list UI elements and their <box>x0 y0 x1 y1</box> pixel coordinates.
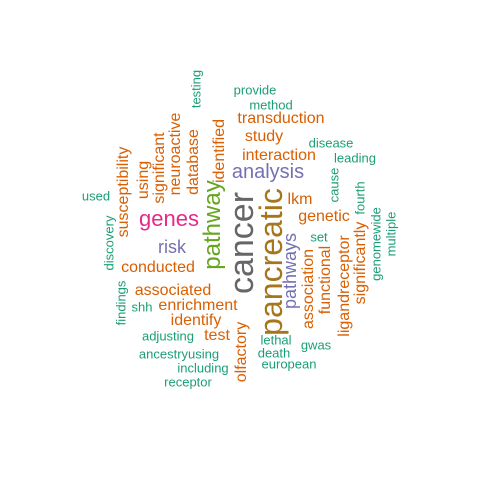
word-identified: identified <box>211 118 228 184</box>
word-functional: functional <box>317 245 334 315</box>
word-gwas: gwas <box>300 337 332 353</box>
word-leading: leading <box>334 150 376 166</box>
word-significant: significant <box>151 132 168 204</box>
word-association: association <box>300 248 317 330</box>
word-multiple: multiple <box>383 211 399 257</box>
word-fourth: fourth <box>352 181 368 215</box>
word-receptor: receptor <box>164 374 212 390</box>
word-transduction: transduction <box>237 110 325 127</box>
word-significantly: significantly <box>352 221 369 305</box>
word-european: european <box>261 356 317 372</box>
word-ligandreceptor: ligandreceptor <box>336 235 353 337</box>
word-provide: provide <box>233 82 277 98</box>
word-discovery: discovery <box>101 215 117 271</box>
word-disease: disease <box>308 135 354 151</box>
word-shh: shh <box>131 299 153 315</box>
word-neuroactive: neuroactive <box>167 112 184 196</box>
word-adjusting: adjusting <box>141 328 195 344</box>
word-testing: testing <box>188 69 204 109</box>
word-olfactory: olfactory <box>233 321 250 383</box>
word-conducted: conducted <box>121 259 195 276</box>
word-genes: genes <box>139 206 199 231</box>
word-genomewide: genomewide <box>368 207 384 281</box>
word-ancestryusing: ancestryusing <box>138 346 220 362</box>
word-lethal: lethal <box>260 332 292 348</box>
word-analysis: analysis <box>231 161 305 183</box>
word-susceptibility: susceptibility <box>115 146 132 238</box>
word-database: database <box>185 129 202 195</box>
word-pathway: pathway <box>199 180 226 270</box>
word-used: used <box>81 188 111 204</box>
word-interaction: interaction <box>242 147 316 164</box>
word-study: study <box>244 128 284 145</box>
word-including: including <box>177 360 229 376</box>
word-death: death <box>257 345 291 361</box>
word-pathways: pathways <box>280 232 300 310</box>
word-enrichment: enrichment <box>158 297 238 314</box>
word-using: using <box>135 160 152 200</box>
word-lkm: lkm <box>287 191 313 208</box>
word-risk: risk <box>158 237 186 257</box>
word-cause: cause <box>326 167 342 203</box>
word-method: method <box>249 97 293 113</box>
word-identify: identify <box>170 312 222 329</box>
word-test: test <box>204 327 230 344</box>
word-associated: associated <box>134 282 212 299</box>
word-findings: findings <box>113 280 129 326</box>
word-set: set <box>310 229 328 245</box>
word-genetic: genetic <box>298 208 350 225</box>
